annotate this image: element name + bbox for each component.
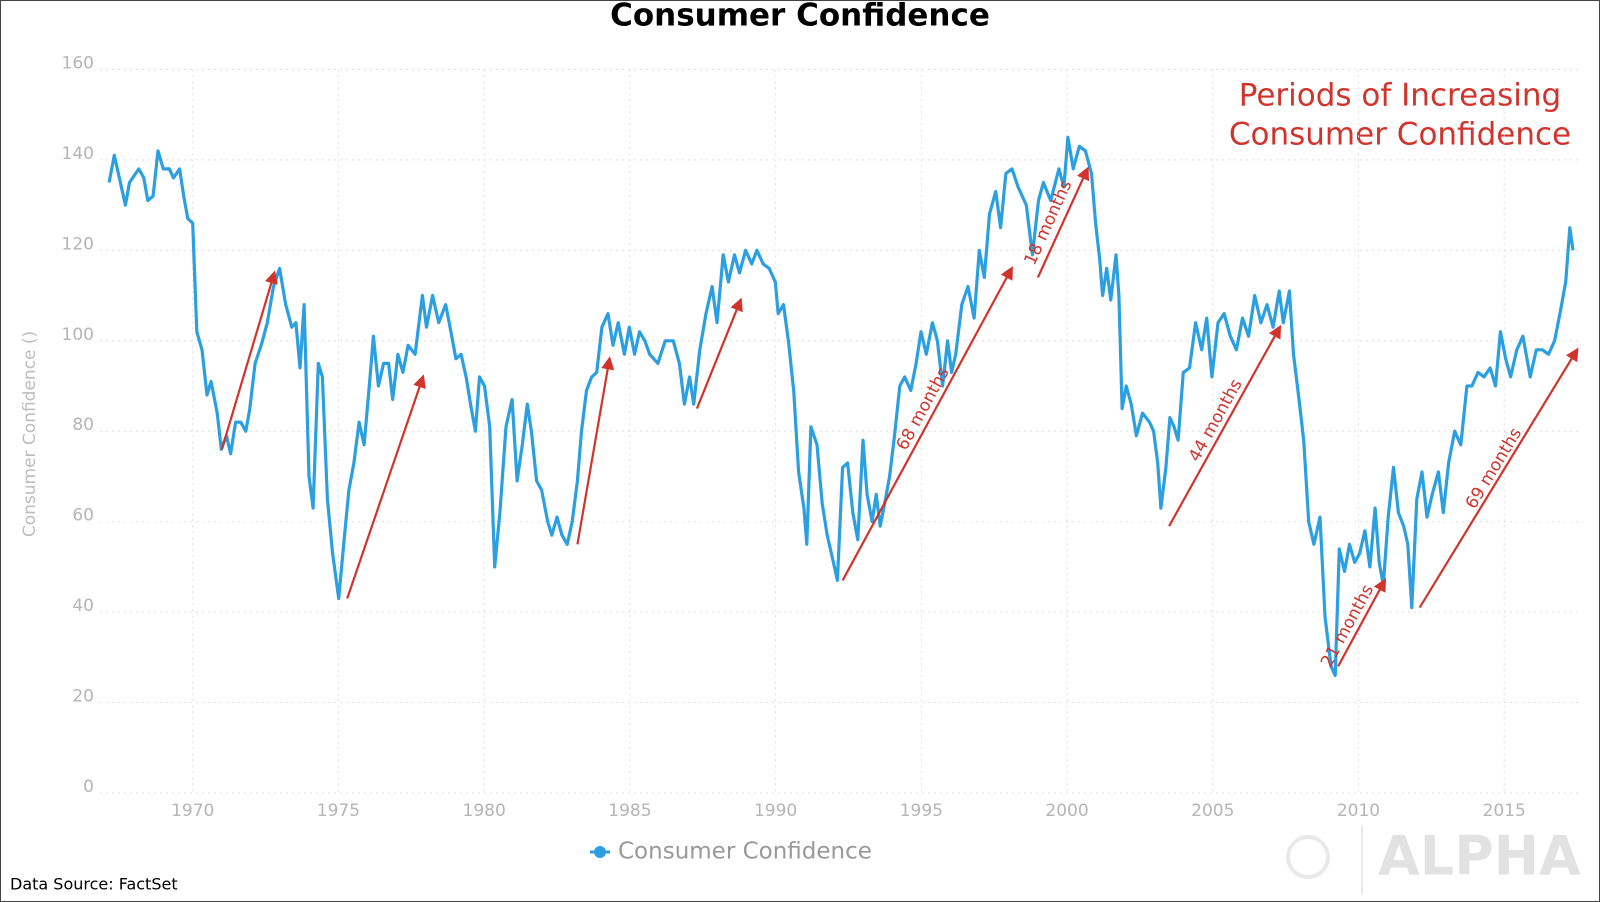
watermark-icon: [1286, 835, 1330, 879]
arrow: [576, 356, 615, 545]
arrow: [346, 374, 426, 599]
chart-title: Consumer Confidence: [610, 0, 990, 34]
y-tick-label: 80: [72, 415, 94, 435]
watermark-group: ALPHA HAT: [1286, 825, 1600, 895]
legend-label: Consumer Confidence: [618, 839, 872, 865]
y-tick-label: 40: [72, 596, 94, 616]
x-tick-label: 1980: [463, 801, 506, 821]
y-tick-label: 120: [62, 234, 94, 254]
x-tick-label: 1975: [317, 801, 360, 821]
arrow: [1337, 578, 1386, 667]
annotation-text: Periods of Increasing: [1239, 78, 1561, 114]
y-tick-label: 0: [83, 777, 94, 797]
x-tick-label: 1995: [900, 801, 943, 821]
legend-marker: [594, 846, 606, 858]
arrow: [1168, 324, 1282, 527]
x-tick-label: 2005: [1191, 801, 1234, 821]
x-tick-label: 1990: [754, 801, 797, 821]
arrow: [695, 297, 743, 409]
watermark: ALPHA HAT: [1378, 825, 1600, 888]
x-tick-label: 2000: [1045, 801, 1088, 821]
x-tick-label: 2010: [1337, 801, 1380, 821]
arrow: [1036, 166, 1090, 278]
y-tick-label: 100: [62, 325, 94, 345]
y-tick-label: 140: [62, 144, 94, 164]
y-tick-label: 160: [62, 53, 94, 73]
data-line: [107, 135, 1575, 677]
source-note: Data Source: FactSet: [10, 875, 178, 894]
arrow: [841, 266, 1013, 581]
annotation-text: Consumer Confidence: [1229, 117, 1571, 153]
arrow: [1418, 347, 1579, 609]
y-tick-label: 60: [72, 506, 94, 526]
arrow: [220, 270, 278, 450]
x-tick-label: 1985: [608, 801, 651, 821]
y-tick-label: 20: [72, 687, 94, 707]
y-axis-label: Consumer Confidence (): [20, 331, 40, 537]
x-tick-label: 1970: [171, 801, 214, 821]
x-tick-label: 2015: [1483, 801, 1526, 821]
